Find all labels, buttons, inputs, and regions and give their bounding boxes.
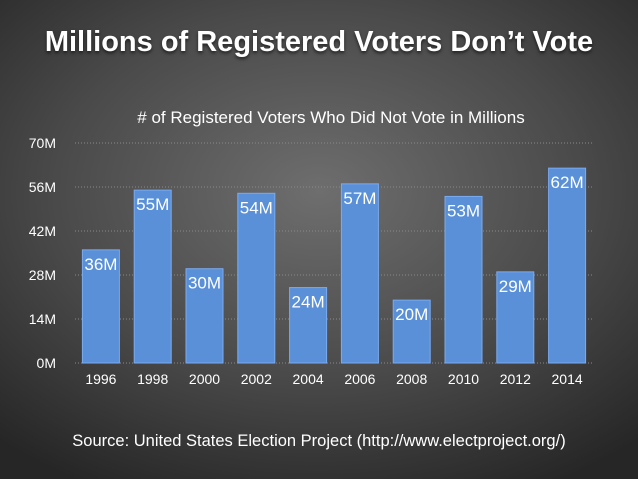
- x-tick-label: 2014: [552, 371, 583, 387]
- value-label: 55M: [136, 195, 169, 214]
- bar-2012: [496, 271, 535, 364]
- value-label: 29M: [499, 277, 532, 296]
- chart-title: # of Registered Voters Who Did Not Vote …: [137, 108, 524, 127]
- value-label: 30M: [188, 274, 221, 293]
- value-labels: 36M 55M 30M 54M 24M 57M 20M 53M 29M 62M: [84, 173, 583, 324]
- x-tick-label: 2012: [500, 371, 531, 387]
- bars: [81, 167, 587, 364]
- bar-2008: [392, 299, 431, 364]
- y-axis: 0M 14M 28M 42M 56M 70M: [29, 135, 56, 371]
- x-axis: 1996 1998 2000 2002 2004 2006 2008 2010 2012 2014: [85, 371, 583, 387]
- x-tick-label: 2010: [448, 371, 479, 387]
- y-tick-label: 56M: [29, 179, 56, 195]
- source-note: Source: United States Election Project (…: [72, 432, 566, 450]
- value-label: 36M: [84, 255, 117, 274]
- x-tick-label: 1996: [85, 371, 116, 387]
- bar-2000: [185, 268, 224, 364]
- value-label: 20M: [395, 305, 428, 324]
- x-tick-label: 2004: [293, 371, 324, 387]
- y-tick-label: 42M: [29, 223, 56, 239]
- gridlines: [75, 142, 593, 364]
- bar-2014: [548, 167, 587, 364]
- bar-2004: [289, 287, 328, 364]
- y-tick-label: 28M: [29, 267, 56, 283]
- value-label: 53M: [447, 201, 480, 220]
- bar-1996: [81, 249, 120, 364]
- x-tick-label: 2006: [344, 371, 375, 387]
- x-tick-label: 2002: [241, 371, 272, 387]
- x-tick-label: 1998: [137, 371, 168, 387]
- value-label: 24M: [292, 293, 325, 312]
- value-label: 54M: [240, 198, 273, 217]
- y-tick-label: 14M: [29, 311, 56, 327]
- x-tick-label: 2008: [396, 371, 427, 387]
- bar-2010: [444, 195, 483, 364]
- bar-2006: [340, 183, 379, 364]
- value-label: 62M: [551, 173, 584, 192]
- value-label: 57M: [343, 189, 376, 208]
- slide-title: Millions of Registered Voters Don’t Vote: [44, 26, 594, 58]
- x-tick-label: 2000: [189, 371, 220, 387]
- bar-2002: [237, 192, 276, 364]
- y-tick-label: 70M: [29, 135, 56, 151]
- y-tick-label: 0M: [37, 355, 56, 371]
- bar-1998: [133, 189, 172, 364]
